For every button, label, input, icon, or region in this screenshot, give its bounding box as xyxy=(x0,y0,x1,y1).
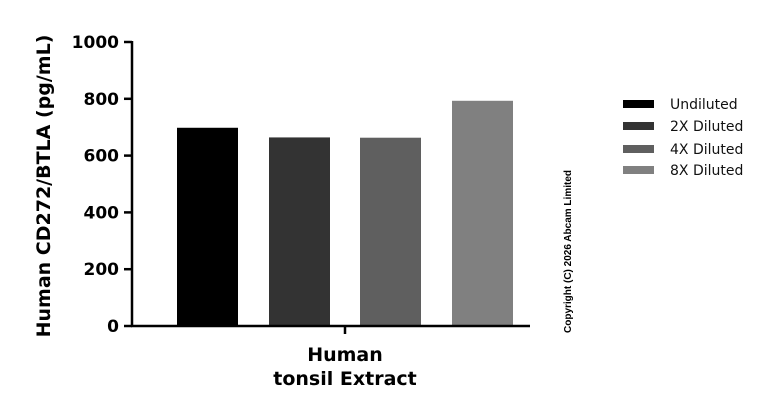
y-tick-label: 200 xyxy=(84,260,120,280)
y-tick-label: 400 xyxy=(84,203,120,223)
y-tick-label: 0 xyxy=(107,317,119,337)
legend-label: 2X Diluted xyxy=(670,119,743,135)
legend-label: 8X Diluted xyxy=(670,163,743,179)
bar-8x-diluted xyxy=(452,100,513,327)
y-tick-label: 800 xyxy=(84,90,120,110)
legend-swatch xyxy=(623,166,654,174)
bar-undiluted xyxy=(177,127,238,326)
x-category-label-line1: Human xyxy=(307,344,383,366)
bar-2x-diluted xyxy=(269,137,330,326)
copyright-watermark: Copyright (C) 2026 Abcam Limited xyxy=(563,170,574,333)
legend-swatch xyxy=(623,122,654,130)
x-category-label-line2: tonsil Extract xyxy=(273,368,416,390)
bar-4x-diluted xyxy=(360,137,421,326)
y-tick-label: 1000 xyxy=(72,33,119,53)
y-tick-label: 600 xyxy=(84,147,120,167)
legend-swatch xyxy=(623,100,654,108)
legend-label: 4X Diluted xyxy=(670,142,743,158)
legend-swatch xyxy=(623,145,654,153)
y-axis-label: Human CD272/BTLA (pg/mL) xyxy=(33,35,55,338)
legend-label: Undiluted xyxy=(670,97,738,113)
